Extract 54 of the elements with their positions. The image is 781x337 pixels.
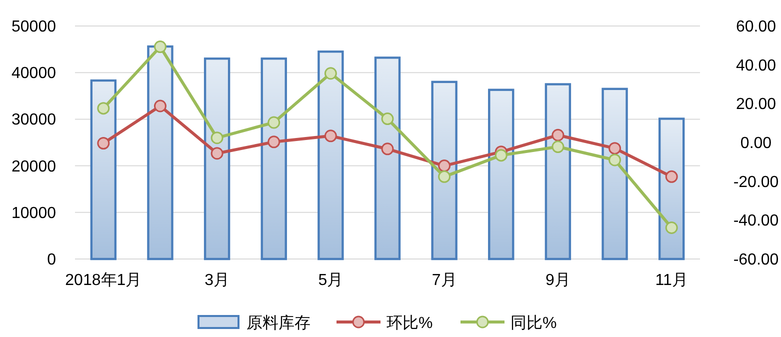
point xyxy=(438,160,451,172)
point xyxy=(665,170,678,183)
bar xyxy=(431,80,458,260)
legend-label: 环比% xyxy=(386,314,433,332)
y2-tick-label: 20.00 xyxy=(736,96,776,114)
y2-tick-label: -40.00 xyxy=(733,212,779,230)
point xyxy=(608,154,622,166)
y-tick-label: 30000 xyxy=(12,112,56,129)
point xyxy=(210,132,224,144)
point xyxy=(665,221,678,234)
point xyxy=(268,136,280,148)
point xyxy=(324,67,337,80)
point xyxy=(494,149,508,162)
point xyxy=(608,142,622,155)
bar xyxy=(147,45,174,260)
y2-tick-label: 40.00 xyxy=(736,57,776,74)
y2-tick-label: -60.00 xyxy=(733,252,779,268)
point xyxy=(97,102,110,115)
point xyxy=(381,142,394,156)
x-tick-label: 2018年1月 xyxy=(65,272,142,289)
bar xyxy=(260,58,287,260)
point xyxy=(438,170,451,183)
x-tick-label: 5月 xyxy=(318,272,344,289)
y-tick-label: 20000 xyxy=(12,158,56,176)
y-tick-label: 40000 xyxy=(12,65,56,82)
bar xyxy=(544,83,572,260)
y2-tick-label: 60.00 xyxy=(736,18,776,36)
legend-label: 原料库存 xyxy=(246,314,310,332)
point xyxy=(268,116,280,129)
point xyxy=(154,40,166,54)
x-tick-label: 11月 xyxy=(655,272,688,289)
bar xyxy=(204,58,230,260)
y2-tick-label: -20.00 xyxy=(733,174,779,191)
y2-tick-label: 0.00 xyxy=(740,135,772,152)
legend-label: 同比% xyxy=(510,314,557,332)
x-tick-label: 3月 xyxy=(204,272,230,289)
bar xyxy=(488,88,514,260)
y-tick-label: 50000 xyxy=(12,18,56,36)
point xyxy=(552,128,564,142)
y-tick-label: 10000 xyxy=(12,204,56,222)
x-tick-label: 7月 xyxy=(432,272,457,289)
bar xyxy=(658,118,685,260)
bar xyxy=(90,79,117,260)
bar xyxy=(602,88,628,260)
point xyxy=(324,130,337,142)
x-tick-label: 9月 xyxy=(546,272,570,289)
point xyxy=(552,140,564,154)
point xyxy=(97,137,110,150)
bar xyxy=(374,56,401,260)
bar xyxy=(318,50,344,260)
y-tick-label: 0 xyxy=(47,252,56,268)
point xyxy=(154,100,166,112)
point xyxy=(381,112,394,126)
point xyxy=(210,147,224,160)
